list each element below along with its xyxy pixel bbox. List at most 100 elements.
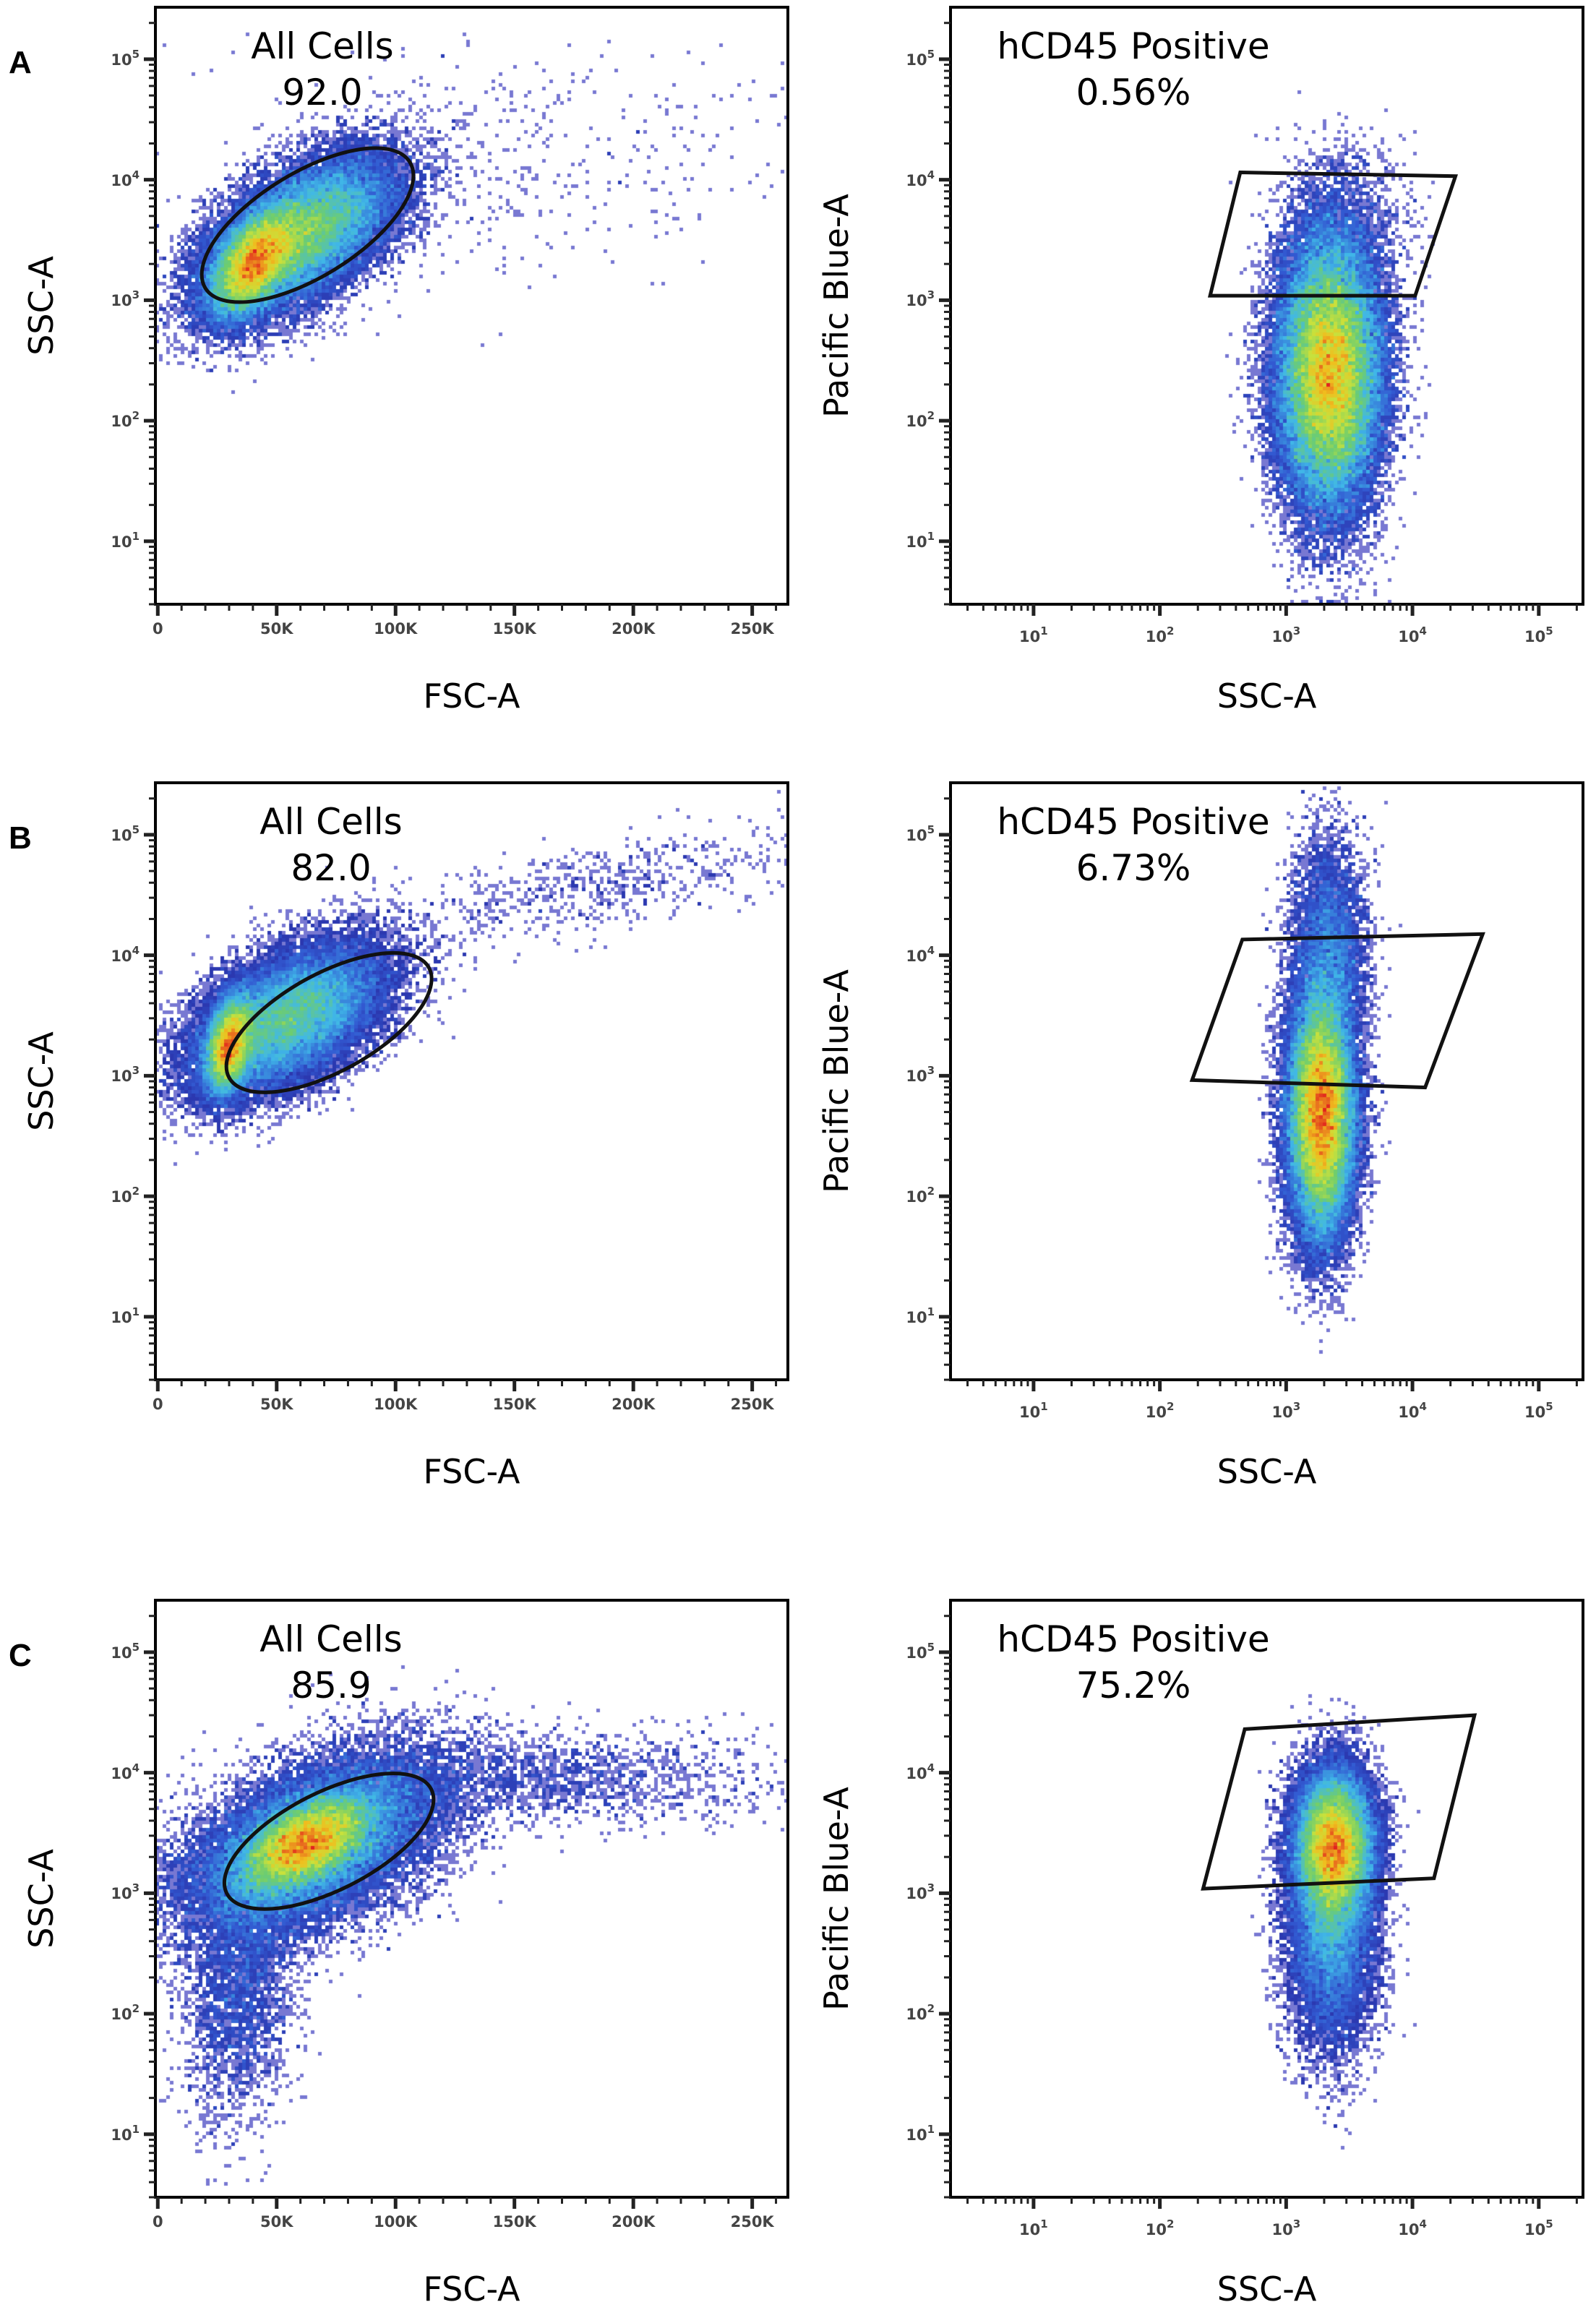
- tick-exponent: 3: [927, 1064, 935, 1078]
- tick-exponent: 4: [927, 1761, 935, 1774]
- tick-exponent: 2: [1167, 624, 1175, 637]
- tick-exponent: 4: [1419, 2217, 1427, 2230]
- y-axis-label: SSC-A: [22, 256, 61, 356]
- tick-exponent: 4: [927, 168, 935, 181]
- tick-exponent: 5: [132, 47, 140, 61]
- x-tick-label: 0: [152, 2213, 163, 2230]
- gate-value: 92.0: [282, 72, 363, 113]
- tick-base: 10: [906, 1188, 927, 1206]
- tick-base: 10: [111, 947, 132, 965]
- tick-base: 10: [1524, 628, 1546, 645]
- x-axis-label: SSC-A: [1217, 677, 1317, 716]
- tick-base: 10: [906, 533, 927, 551]
- x-axis-label: FSC-A: [423, 2270, 520, 2309]
- y-tick-label: 103: [111, 1064, 140, 1086]
- tick-base: 10: [906, 1885, 927, 1903]
- tick-exponent: 3: [132, 1881, 140, 1895]
- x-tick-label: 50K: [260, 2213, 293, 2230]
- gate-polygon: [1189, 932, 1485, 1090]
- panel-letter: B: [9, 820, 32, 856]
- tick-base: 10: [906, 1068, 927, 1086]
- plot-panel-c-all-cells: All Cells 85.9 101 102 103 104 105 0 50K 100K 150K…: [22, 1599, 789, 2309]
- tick-base: 10: [906, 2006, 927, 2024]
- tick-exponent: 3: [927, 1881, 935, 1895]
- x-tick-label: 104: [1398, 624, 1427, 645]
- y-tick-label: 104: [111, 168, 140, 189]
- tick-base: 10: [1271, 628, 1293, 645]
- y-tick-label: 105: [906, 47, 935, 69]
- x-tick-label: 200K: [612, 2213, 656, 2230]
- tick-base: 10: [906, 826, 927, 844]
- x-tick-label: 200K: [612, 620, 656, 637]
- tick-base: 10: [111, 292, 132, 310]
- tick-base: 10: [1398, 628, 1420, 645]
- plot-axes: [144, 781, 789, 1391]
- tick-exponent: 4: [132, 1761, 140, 1774]
- tick-base: 10: [111, 1644, 132, 1662]
- x-tick-label: 103: [1271, 624, 1301, 645]
- x-tick-label: 0: [152, 620, 163, 637]
- tick-base: 10: [111, 1068, 132, 1086]
- tick-exponent: 3: [927, 288, 935, 302]
- tick-exponent: 3: [1292, 2217, 1301, 2230]
- y-tick-label: 102: [111, 2002, 140, 2023]
- y-axis-label: SSC-A: [22, 1031, 61, 1131]
- tick-exponent: 4: [927, 943, 935, 957]
- y-tick-label: 103: [906, 288, 935, 309]
- tick-exponent: 1: [1040, 2217, 1048, 2230]
- tick-exponent: 2: [927, 1185, 935, 1198]
- tick-exponent: 2: [132, 2002, 140, 2016]
- plot-panel-b-all-cells: All Cells 82.0 101 102 103 104 105 0 50K 100K 150K…: [22, 781, 789, 1491]
- x-tick-label: 103: [1272, 1400, 1301, 1421]
- x-axis-label: FSC-A: [423, 677, 520, 716]
- tick-exponent: 2: [132, 409, 140, 423]
- tick-exponent: 5: [132, 1640, 140, 1654]
- x-tick-label: 102: [1146, 1400, 1175, 1421]
- x-tick-label: 250K: [730, 620, 774, 637]
- y-tick-label: 105: [906, 1641, 935, 1662]
- tick-base: 10: [906, 2126, 927, 2144]
- gate-label: hCD45 Positive 6.73%: [997, 799, 1269, 891]
- tick-base: 10: [111, 2126, 132, 2144]
- y-tick-label: 103: [906, 1881, 935, 1903]
- y-tick-label: 101: [111, 529, 140, 551]
- tick-exponent: 4: [1419, 624, 1427, 637]
- gate-ellipse: [224, 950, 434, 1094]
- tick-base: 10: [111, 171, 132, 189]
- y-axis-label: Pacific Blue-A: [817, 1787, 856, 2011]
- tick-exponent: 2: [1167, 1400, 1175, 1413]
- x-axis-label: FSC-A: [423, 1452, 520, 1491]
- tick-base: 10: [1524, 2221, 1546, 2238]
- y-axis-label: Pacific Blue-A: [817, 969, 856, 1193]
- gate-name: All Cells: [259, 801, 403, 843]
- x-tick-label: 250K: [730, 2213, 774, 2230]
- tick-base: 10: [1524, 1404, 1546, 1421]
- gate-label: All Cells 82.0: [259, 799, 402, 891]
- tick-base: 10: [1271, 2221, 1293, 2238]
- x-tick-label: 101: [1019, 624, 1048, 645]
- gate-ellipse: [222, 1772, 436, 1911]
- gate-polygon: [1207, 170, 1459, 298]
- gate-value: 6.73%: [1076, 847, 1191, 889]
- x-axis-label: SSC-A: [1217, 2270, 1317, 2309]
- tick-base: 10: [1145, 628, 1167, 645]
- x-tick-label: 100K: [374, 2213, 418, 2230]
- x-tick-label: 200K: [612, 1396, 656, 1413]
- gate-label: All Cells 92.0: [251, 23, 393, 116]
- tick-base: 10: [1398, 1404, 1420, 1421]
- tick-exponent: 5: [927, 47, 935, 61]
- x-tick-label: 105: [1524, 624, 1553, 645]
- x-tick-label: 150K: [492, 1396, 536, 1413]
- tick-exponent: 3: [132, 1064, 140, 1078]
- x-tick-label: 103: [1271, 2217, 1301, 2238]
- tick-base: 10: [1145, 2221, 1167, 2238]
- y-tick-label: 101: [906, 1305, 935, 1326]
- gate-label: hCD45 Positive 75.2%: [997, 1616, 1269, 1709]
- tick-base: 10: [111, 1764, 132, 1782]
- plot-axes: [939, 781, 1584, 1391]
- x-tick-label: 105: [1524, 2217, 1553, 2238]
- tick-exponent: 1: [132, 529, 140, 543]
- x-axis-label: SSC-A: [1217, 1452, 1317, 1491]
- tick-base: 10: [111, 1308, 132, 1326]
